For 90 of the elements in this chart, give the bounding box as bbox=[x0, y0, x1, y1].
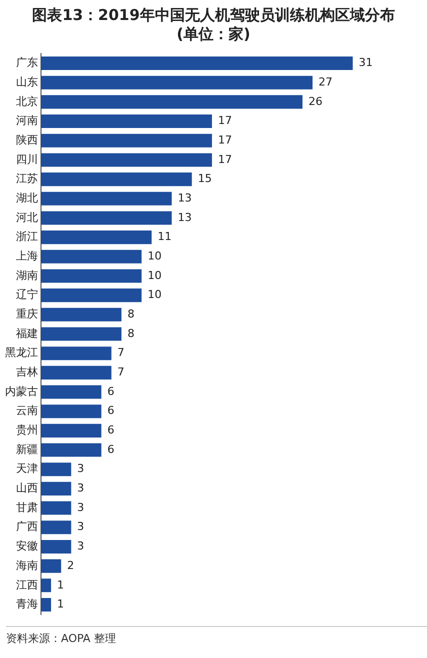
data-label: 10 bbox=[148, 288, 162, 302]
y-tick-label: 湖南 bbox=[16, 268, 38, 282]
data-label: 13 bbox=[178, 191, 192, 204]
y-tick-label: 黑龙江 bbox=[5, 346, 38, 360]
y-tick-label: 云南 bbox=[16, 404, 38, 418]
bar bbox=[41, 404, 102, 418]
bar bbox=[41, 269, 142, 283]
data-label: 7 bbox=[117, 366, 124, 379]
y-tick-label: 江苏 bbox=[16, 172, 38, 186]
bar bbox=[41, 250, 142, 264]
data-label: 6 bbox=[107, 424, 114, 437]
text: 资料来源：AOPA 整理 bbox=[6, 626, 427, 646]
bar bbox=[41, 482, 72, 496]
y-tick-label: 海南 bbox=[16, 558, 38, 572]
bar bbox=[41, 76, 313, 90]
bar bbox=[41, 153, 212, 167]
data-label: 6 bbox=[107, 442, 114, 456]
y-tick-label: 福建 bbox=[16, 326, 38, 340]
bar bbox=[41, 598, 52, 612]
bar bbox=[41, 385, 102, 399]
data-label: 8 bbox=[127, 308, 134, 321]
bar bbox=[41, 95, 302, 109]
data-label: 13 bbox=[178, 210, 192, 224]
bar bbox=[41, 462, 72, 476]
y-tick-label: 江西 bbox=[16, 578, 38, 592]
y-tick-label: 山东 bbox=[16, 75, 38, 88]
data-label: 10 bbox=[148, 268, 162, 282]
data-label: 17 bbox=[218, 114, 232, 128]
bar bbox=[41, 346, 112, 360]
bar bbox=[41, 230, 152, 244]
y-tick-label: 陕西 bbox=[16, 133, 38, 146]
bar bbox=[41, 308, 122, 322]
y-tick-label: 吉林 bbox=[16, 366, 38, 379]
data-label: 1 bbox=[57, 578, 64, 592]
y-tick-label: 四川 bbox=[16, 152, 38, 166]
y-tick-label: 山西 bbox=[16, 482, 38, 495]
bar bbox=[41, 443, 102, 457]
bar bbox=[41, 520, 72, 534]
y-tick-label: 内蒙古 bbox=[5, 384, 38, 398]
data-label: 15 bbox=[198, 172, 212, 186]
bar bbox=[41, 114, 212, 128]
data-label: 27 bbox=[318, 75, 333, 88]
y-tick-label: 广东 bbox=[16, 56, 38, 70]
y-tick-label: 安徽 bbox=[16, 540, 38, 553]
data-label: 3 bbox=[77, 500, 84, 514]
data-label: 3 bbox=[77, 540, 84, 553]
chart-title: 图表13：2019年中国无人机驾驶员训练机构区域分布 bbox=[31, 6, 396, 25]
data-label: 1 bbox=[57, 598, 64, 611]
y-tick-label: 湖北 bbox=[16, 191, 38, 204]
data-label: 8 bbox=[127, 326, 134, 340]
y-tick-label: 浙江 bbox=[16, 230, 38, 244]
bar bbox=[41, 559, 62, 573]
y-tick-label: 重庆 bbox=[16, 308, 38, 321]
chart-subtitle: (单位：家) bbox=[176, 25, 252, 44]
data-label: 7 bbox=[117, 346, 124, 360]
y-tick-label: 贵州 bbox=[16, 424, 38, 437]
bar bbox=[41, 424, 102, 438]
data-label: 10 bbox=[148, 250, 162, 263]
bar bbox=[41, 192, 172, 206]
data-label: 3 bbox=[77, 462, 84, 476]
y-tick-label: 青海 bbox=[16, 598, 38, 611]
y-tick-label: 甘肃 bbox=[16, 500, 38, 514]
data-label: 3 bbox=[77, 520, 84, 534]
bar bbox=[41, 56, 353, 70]
data-label: 26 bbox=[308, 94, 322, 108]
bar bbox=[41, 172, 192, 186]
y-tick-label: 北京 bbox=[16, 94, 38, 108]
y-tick-label: 新疆 bbox=[16, 442, 38, 456]
bar bbox=[41, 366, 112, 380]
y-tick-label: 河北 bbox=[16, 210, 38, 224]
data-label: 6 bbox=[107, 404, 114, 418]
data-label: 11 bbox=[158, 230, 172, 244]
data-label: 6 bbox=[107, 384, 114, 398]
bar bbox=[41, 211, 172, 225]
data-label: 17 bbox=[218, 152, 232, 166]
data-label: 17 bbox=[218, 133, 232, 146]
bar bbox=[41, 540, 72, 554]
data-label: 3 bbox=[77, 482, 84, 495]
y-tick-label: 天津 bbox=[16, 462, 38, 476]
bar bbox=[41, 501, 72, 515]
y-tick-label: 辽宁 bbox=[16, 288, 38, 302]
bar bbox=[41, 327, 122, 341]
data-label: 2 bbox=[67, 558, 74, 572]
bar bbox=[41, 134, 212, 148]
bar bbox=[41, 578, 52, 592]
bar bbox=[41, 288, 142, 302]
data-label: 31 bbox=[358, 56, 373, 70]
y-tick-label: 上海 bbox=[16, 250, 38, 263]
y-tick-label: 广西 bbox=[16, 520, 38, 534]
y-tick-label: 河南 bbox=[16, 114, 38, 128]
